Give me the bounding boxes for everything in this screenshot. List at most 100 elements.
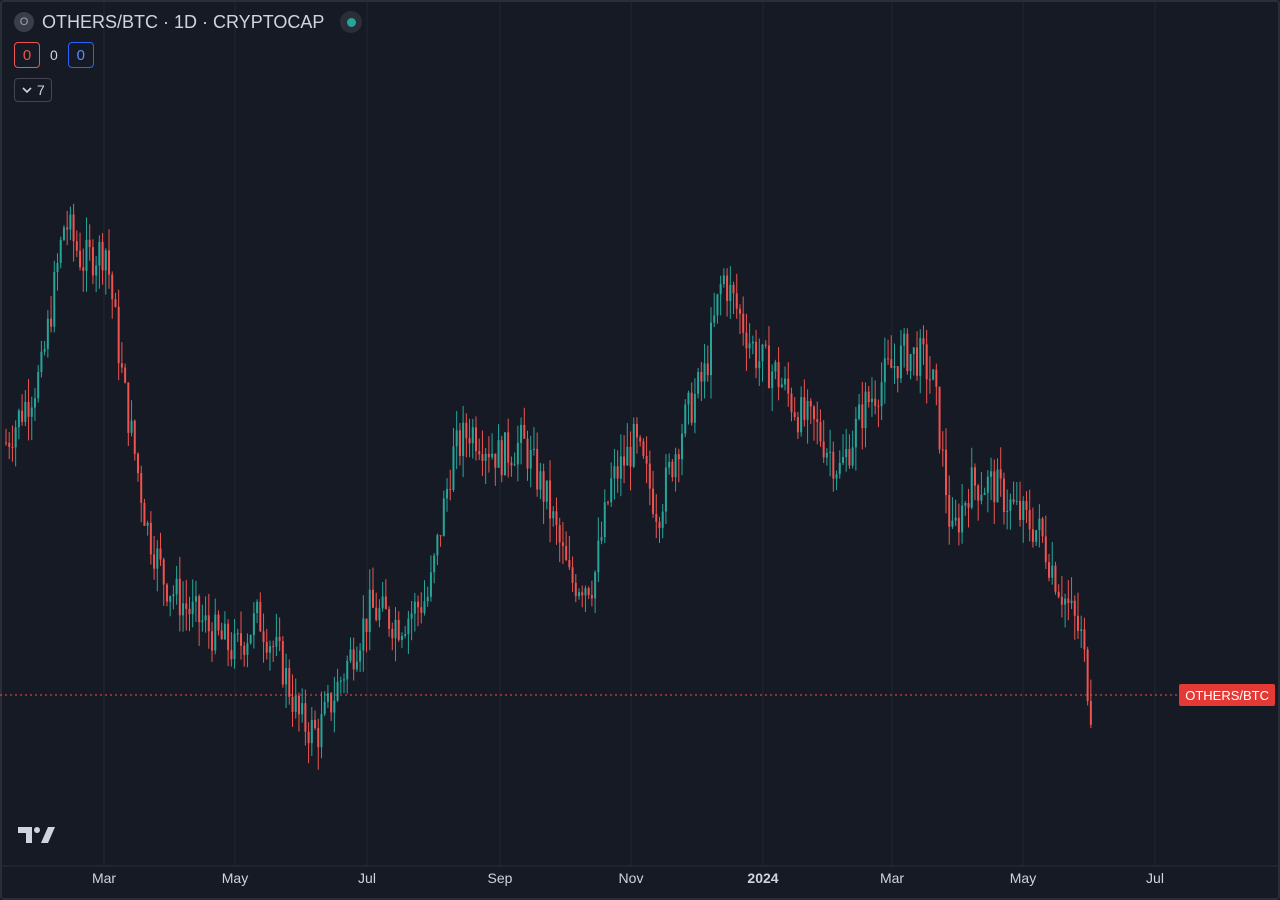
candle-body bbox=[178, 578, 181, 616]
candle-body bbox=[703, 363, 706, 382]
candle-body bbox=[162, 559, 165, 585]
tradingview-logo[interactable] bbox=[18, 825, 56, 845]
candle-body bbox=[259, 601, 262, 632]
candle-body bbox=[104, 250, 107, 271]
candle-body bbox=[484, 453, 487, 461]
candle-body bbox=[53, 272, 56, 327]
candle-body bbox=[503, 432, 506, 476]
candle-body bbox=[211, 631, 214, 651]
candle-body bbox=[935, 369, 938, 387]
candle-body bbox=[343, 679, 346, 681]
candle-body bbox=[233, 633, 236, 660]
candle-body bbox=[970, 467, 973, 508]
candle-body bbox=[777, 362, 780, 388]
candle-body bbox=[368, 589, 371, 632]
candle-body bbox=[916, 347, 919, 376]
candle-body bbox=[146, 522, 149, 526]
candle-body bbox=[33, 398, 36, 408]
candle-body bbox=[825, 452, 828, 458]
candle-body bbox=[11, 446, 14, 448]
candle-body bbox=[214, 614, 217, 651]
candle-body bbox=[136, 453, 139, 474]
market-status-badge[interactable] bbox=[340, 11, 363, 33]
candle-body bbox=[687, 392, 690, 405]
candle-body bbox=[552, 511, 555, 519]
candle-body bbox=[156, 548, 159, 569]
candle-body bbox=[542, 471, 545, 502]
candle-body bbox=[941, 449, 944, 451]
candle-body bbox=[182, 603, 185, 616]
candle-body bbox=[204, 615, 207, 621]
candle-body bbox=[37, 371, 40, 399]
candle-body bbox=[677, 454, 680, 460]
candle-body bbox=[487, 453, 490, 458]
candle-body bbox=[851, 447, 854, 466]
candle-body bbox=[803, 397, 806, 420]
candle-body bbox=[326, 693, 329, 702]
candle-body bbox=[729, 284, 732, 301]
candle-body bbox=[767, 345, 770, 388]
candle-body bbox=[909, 353, 912, 372]
candle-body bbox=[420, 607, 423, 613]
candle-body bbox=[629, 446, 632, 467]
candle-body bbox=[526, 438, 529, 469]
candle-body bbox=[381, 596, 384, 609]
candle-body bbox=[159, 548, 162, 560]
candle-body bbox=[185, 603, 188, 609]
candle-body bbox=[594, 572, 597, 599]
candle-body bbox=[861, 404, 864, 429]
candle-body bbox=[362, 618, 365, 651]
candle-body bbox=[291, 696, 294, 712]
candle-body bbox=[1051, 565, 1054, 578]
candle-body bbox=[236, 633, 239, 635]
candle-body bbox=[442, 498, 445, 536]
candle-body bbox=[75, 241, 78, 251]
candle-body bbox=[1035, 530, 1038, 542]
candle-body bbox=[410, 613, 413, 619]
candle-body bbox=[227, 623, 230, 651]
candle-body bbox=[1064, 598, 1067, 605]
candle-body bbox=[400, 635, 403, 640]
candle-body bbox=[43, 349, 46, 352]
candle-body bbox=[787, 378, 790, 394]
candle-body bbox=[272, 646, 275, 648]
candle-body bbox=[262, 631, 265, 642]
candle-body bbox=[220, 630, 223, 640]
candle-body bbox=[1060, 596, 1063, 605]
candle-body bbox=[169, 596, 172, 602]
candle-body bbox=[957, 517, 960, 533]
candle-body bbox=[288, 668, 291, 697]
candle-body bbox=[149, 522, 152, 555]
candle-body bbox=[355, 661, 358, 670]
candle-body bbox=[928, 379, 931, 381]
candle-body bbox=[507, 432, 510, 463]
candle-body bbox=[275, 636, 278, 647]
candle-body bbox=[713, 315, 716, 323]
time-axis-label: Nov bbox=[618, 870, 644, 886]
candle-body bbox=[706, 363, 709, 376]
candle-body bbox=[320, 714, 323, 748]
time-axis-label: Jul bbox=[358, 870, 376, 886]
candle-body bbox=[796, 416, 799, 433]
time-axis[interactable]: Mar May Jul Sep Nov 2024 Mar May Jul bbox=[0, 866, 1280, 892]
candle-body bbox=[98, 241, 101, 266]
time-axis-label: Mar bbox=[91, 870, 117, 886]
candle-body bbox=[932, 369, 935, 380]
candle-body bbox=[433, 555, 436, 573]
indicators-toggle-button[interactable]: 7 bbox=[14, 78, 52, 102]
candle-body bbox=[133, 420, 136, 454]
candle-body bbox=[1012, 499, 1015, 502]
candle-body bbox=[256, 601, 259, 614]
candle-body bbox=[79, 250, 82, 268]
candle-body bbox=[240, 633, 242, 646]
candle-body bbox=[165, 584, 168, 602]
candle-body bbox=[465, 422, 468, 439]
candle-body bbox=[912, 347, 915, 354]
symbol-header[interactable]: O OTHERS/BTC · 1D · CRYPTOCAP bbox=[14, 10, 363, 34]
candle-body bbox=[813, 406, 816, 420]
candle-body bbox=[919, 338, 922, 376]
candle-body bbox=[838, 462, 841, 475]
candle-body bbox=[1031, 529, 1034, 542]
